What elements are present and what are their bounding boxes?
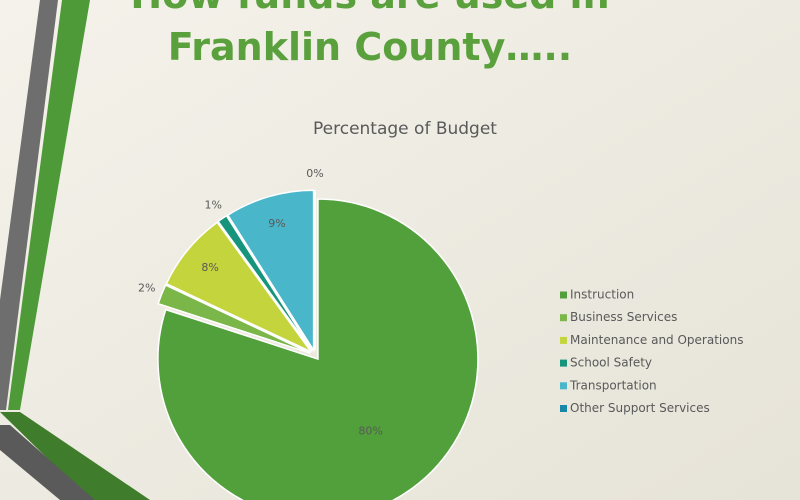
data-label: 8% bbox=[201, 261, 218, 274]
legend-swatch bbox=[560, 314, 567, 322]
legend-label: School Safety bbox=[570, 356, 652, 370]
legend-label: Maintenance and Operations bbox=[570, 333, 743, 347]
pie: 80% 2% 8% 1% 9% 0% bbox=[138, 167, 479, 500]
pie-slice bbox=[165, 221, 312, 353]
decor-stripe bbox=[8, 0, 90, 410]
pie-slice bbox=[217, 214, 313, 352]
decor-stripe bbox=[0, 425, 95, 500]
legend: Instruction Business Services Maintenance … bbox=[560, 288, 743, 415]
data-label: 80% bbox=[358, 425, 382, 438]
legend-swatch bbox=[560, 291, 567, 299]
legend-swatch bbox=[560, 359, 567, 367]
legend-label: Transportation bbox=[569, 378, 657, 392]
data-label: 9% bbox=[268, 217, 285, 230]
decor-stripe bbox=[0, 412, 150, 500]
slide-title: Franklin County….. bbox=[168, 25, 572, 69]
legend-swatch bbox=[560, 336, 567, 344]
legend-label: Other Support Services bbox=[570, 401, 710, 415]
data-label: 0% bbox=[306, 167, 323, 180]
data-label: 2% bbox=[138, 281, 155, 294]
chart-title: Percentage of Budget bbox=[313, 119, 497, 139]
decor-stripe bbox=[0, 0, 58, 410]
slide-title: How funds are used in bbox=[130, 0, 609, 17]
data-label: 1% bbox=[205, 198, 222, 211]
pie-slice bbox=[226, 189, 315, 353]
legend-swatch bbox=[560, 382, 567, 390]
legend-swatch bbox=[560, 405, 567, 412]
legend-label: Business Services bbox=[570, 310, 677, 324]
legend-label: Instruction bbox=[570, 288, 634, 302]
pie-slice bbox=[157, 198, 479, 500]
pie-slice bbox=[157, 284, 311, 354]
